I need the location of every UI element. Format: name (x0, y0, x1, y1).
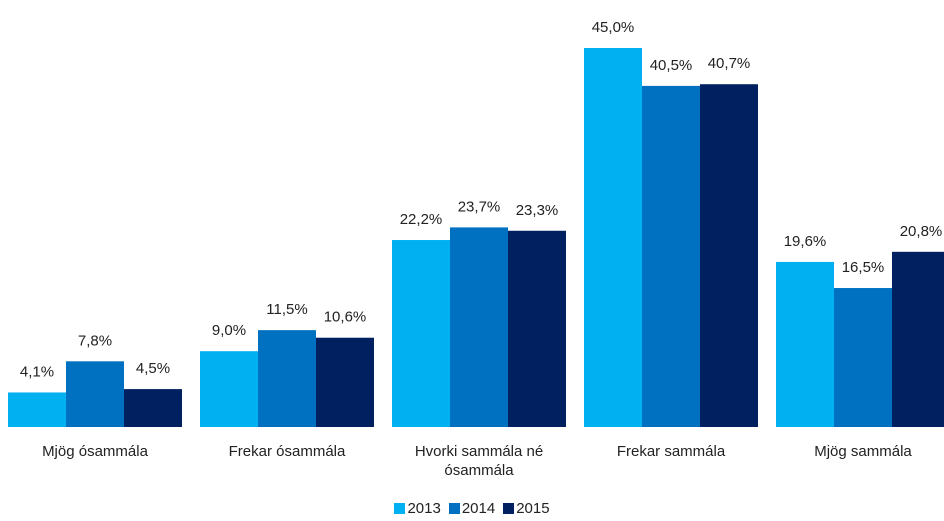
value-label: 23,7% (458, 198, 501, 215)
value-label: 22,2% (400, 211, 443, 228)
bar (66, 361, 124, 427)
bar (508, 230, 566, 427)
bar (642, 85, 700, 428)
bar (258, 330, 316, 427)
legend-swatch (394, 503, 406, 514)
value-label: 23,3% (516, 202, 559, 219)
legend-item: 2013 (394, 500, 441, 517)
value-label: 4,5% (136, 360, 170, 377)
value-label: 19,6% (784, 233, 827, 250)
bar (8, 392, 66, 427)
x-tick-label: Frekar ósammála (228, 443, 346, 460)
bar (316, 337, 374, 427)
bar (584, 48, 642, 427)
legend-label: 2015 (516, 500, 550, 517)
bar (700, 84, 758, 428)
bar (776, 261, 834, 427)
value-label: 16,5% (842, 259, 885, 276)
bar (834, 288, 892, 427)
x-tick-label: Hvorki sammála né ósammála (414, 443, 544, 479)
legend-item: 2014 (448, 500, 496, 517)
legend-label: 2014 (461, 500, 496, 517)
bar (392, 240, 450, 427)
value-label: 40,7% (708, 55, 751, 72)
value-label: 7,8% (78, 332, 112, 349)
value-label: 20,8% (900, 223, 943, 240)
x-tick-label: Mjög ósammála (42, 443, 148, 460)
legend-label: 2013 (407, 500, 441, 517)
legend-item: 2015 (503, 500, 550, 517)
legend: 2013 2014 2015 (0, 500, 944, 517)
legend-swatch (503, 503, 515, 514)
value-label: 45,0% (592, 19, 635, 36)
value-label: 40,5% (650, 57, 693, 74)
bar (200, 351, 258, 427)
bar (892, 251, 944, 427)
bar (450, 227, 508, 427)
value-label: 4,1% (20, 363, 54, 380)
value-label: 10,6% (324, 309, 367, 326)
legend-swatch (448, 503, 460, 514)
x-tick-label: Frekar sammála (616, 443, 726, 460)
x-tick-label: Mjög sammála (814, 443, 912, 460)
value-label: 11,5% (266, 301, 307, 318)
value-label: 9,0% (212, 322, 246, 339)
bar (124, 389, 182, 427)
